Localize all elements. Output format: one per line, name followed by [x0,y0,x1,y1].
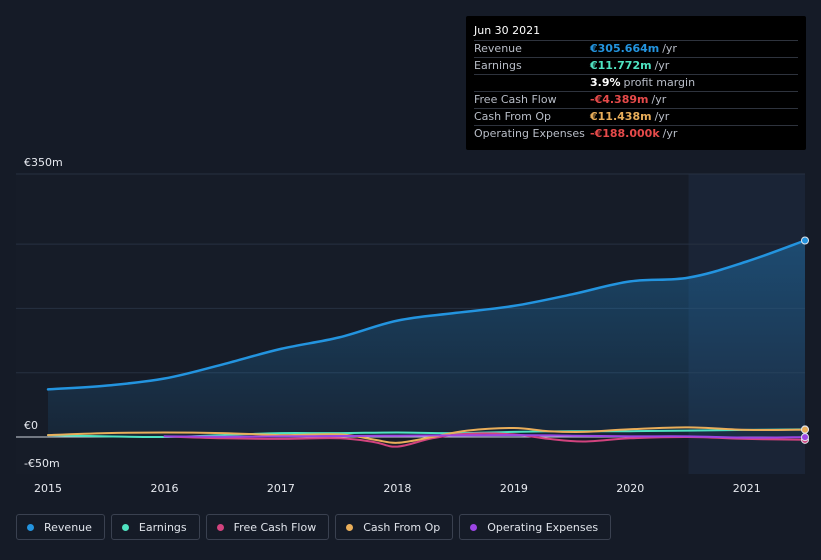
series-line-cash-from-op [47,426,806,444]
tooltip-row: Cash From Op €11.438m/yr [474,109,798,126]
tooltip-row-unit: /yr [654,110,670,123]
tooltip-row: Revenue €305.664m/yr [474,41,798,58]
chart-legend: Revenue Earnings Free Cash Flow Cash From O… [16,514,617,540]
tooltip-row-unit: /yr [662,127,678,140]
series-lines [46,239,807,448]
series-end-marker-operating-expenses [801,433,809,442]
tooltip-row-value: €11.772m [590,59,652,72]
legend-item-revenue[interactable]: Revenue [16,514,105,540]
legend-dot-icon [470,523,478,531]
legend-label: Cash From Op [363,520,441,534]
tooltip-row-label [474,75,590,91]
legend-dot-icon [27,523,34,531]
tooltip-date: Jun 30 2021 [474,24,798,41]
tooltip-row: Earnings €11.772m/yr [474,58,798,75]
x-tick-label: 2016 [150,482,178,495]
x-tick-labels: 2015 2016 2017 2018 2019 2020 2021 [34,482,761,495]
tooltip-row: Free Cash Flow -€4.389m/yr [474,92,798,109]
tooltip-rows: Revenue €305.664m/yr Earnings €11.772m/yr 3.… [474,41,798,142]
tooltip-row-unit: /yr [654,59,670,72]
y-tick-label: €350m [24,156,63,169]
y-tick-labels: €350m €0 -€50m [24,156,63,470]
revenue-earnings-chart: €350m €0 -€50m 2015 2016 2017 2018 2019 2020 202… [16,156,809,495]
tooltip-row-label: Cash From Op [474,110,552,123]
x-tick-label: 2020 [616,482,644,495]
tooltip-row-label: Revenue [474,42,522,55]
legend-label: Operating Expenses [487,520,599,534]
tooltip-row-value: -€4.389m [590,93,649,106]
series-end-marker-revenue [801,236,809,245]
data-tooltip: Jun 30 2021 Revenue €305.664m/yr Earnings €… [466,16,806,150]
legend-item-earnings[interactable]: Earnings [110,514,200,540]
tooltip-row: Operating Expenses -€188.000k/yr [474,126,798,142]
tooltip-row-value: €305.664m [590,42,660,55]
x-tick-label: 2017 [267,482,295,495]
series-end-marker-cash-from-op [801,425,809,434]
x-tick-label: 2021 [733,482,761,495]
tooltip-row-value: -€188.000k [590,127,660,140]
y-tick-label: €0 [24,419,38,432]
y-tick-label: -€50m [24,457,60,470]
tooltip-row-unit: /yr [662,42,677,55]
x-tick-label: 2018 [383,482,411,495]
tooltip-row-value: €11.438m [590,110,652,123]
tooltip-row: 3.9% profit margin [474,75,798,92]
series-end-markers [801,236,809,444]
tooltip-row-value: 3.9% [590,76,621,89]
tooltip-row-unit: /yr [651,93,667,106]
tooltip-row-label: Earnings [474,59,522,72]
series-line-revenue [46,239,807,391]
x-tick-label: 2015 [34,482,62,495]
legend-label: Earnings [138,520,187,534]
tooltip-row-unit: profit margin [623,76,696,89]
revenue-area [48,240,805,437]
legend-dot-icon [216,523,224,531]
tooltip-row-label: Free Cash Flow [474,93,557,106]
legend-dot-icon [121,523,129,531]
legend-dot-icon [346,523,354,531]
series-line-operating-expenses [163,434,806,439]
legend-item-cash-from-op[interactable]: Cash From Op [335,514,454,540]
legend-label: Free Cash Flow [233,520,317,534]
x-tick-label: 2019 [500,482,528,495]
legend-label: Revenue [44,520,92,534]
legend-item-free-cash-flow[interactable]: Free Cash Flow [205,514,330,540]
tooltip-row-label: Operating Expenses [474,127,585,140]
legend-item-operating-expenses[interactable]: Operating Expenses [459,514,612,540]
